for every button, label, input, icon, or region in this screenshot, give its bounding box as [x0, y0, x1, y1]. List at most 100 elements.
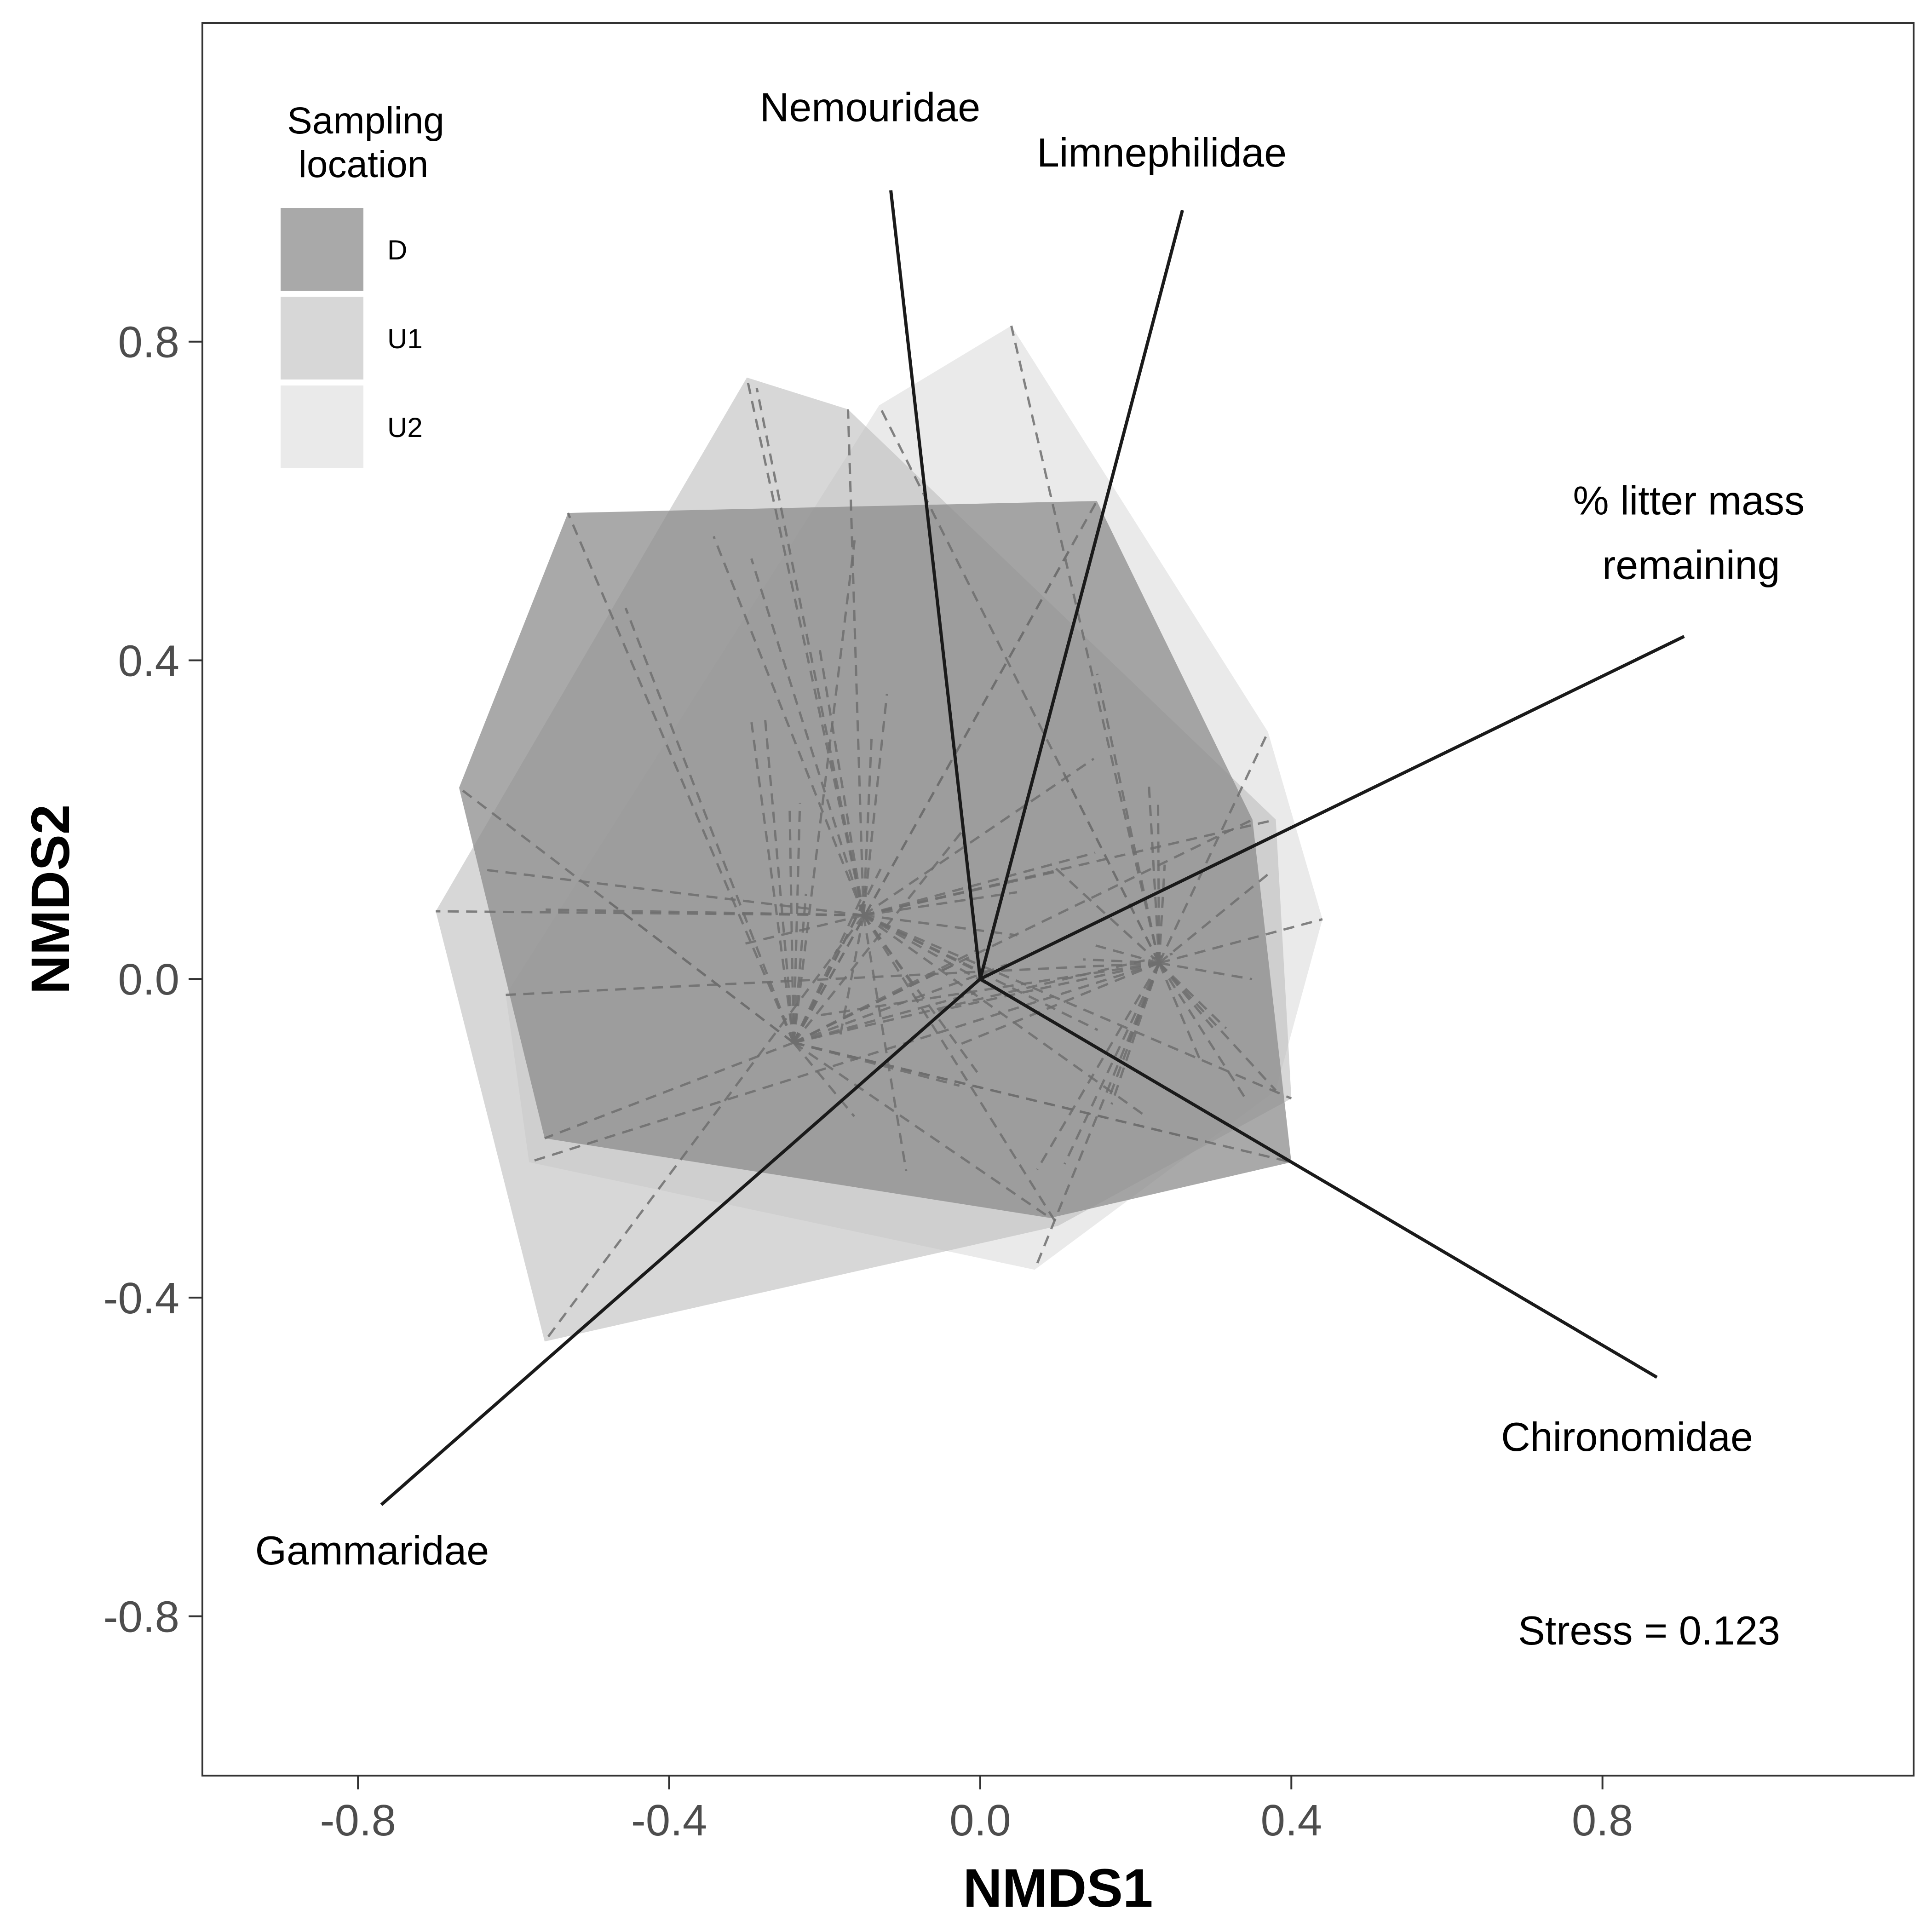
- stress-annotation: Stress = 0.123: [1518, 1608, 1780, 1653]
- vector-line: [380, 978, 982, 1506]
- y-tick-label: 0.4: [118, 636, 179, 685]
- spider-segment-u2: [1049, 862, 1160, 964]
- spider-segments: [436, 325, 1323, 1342]
- spider-segment-d: [793, 963, 955, 1044]
- spider-segment-u2: [814, 962, 1160, 1018]
- legend-key-d: [281, 208, 363, 291]
- vector-label: Nemouridae: [760, 85, 980, 130]
- spider-segment-u1: [744, 914, 864, 945]
- vector-line: [889, 190, 982, 979]
- spider-segment-d: [793, 953, 1173, 1044]
- spider-segment-u2: [1127, 962, 1161, 1044]
- vector-label: % litter mass: [1573, 478, 1805, 523]
- vector-label: Chironomidae: [1501, 1414, 1753, 1460]
- spider-segment-d: [793, 818, 1253, 1044]
- spider-segment-u2: [938, 962, 1160, 1012]
- spider-segment-d: [793, 1041, 960, 1087]
- spider-segment-u1: [862, 914, 1144, 1115]
- spider-segment-u1: [862, 914, 978, 1073]
- spider-segment-u1: [755, 387, 865, 916]
- spider-segment-u1: [862, 914, 1059, 1227]
- spider-segment-d: [624, 607, 795, 1043]
- spider-segment-u2: [1158, 864, 1166, 963]
- spider-segment-d: [792, 897, 868, 1043]
- spider-segment-u2: [1158, 873, 1270, 964]
- spider-segment-u2: [1158, 731, 1269, 964]
- legend-title: Sampling: [287, 100, 444, 142]
- spider-segment-u1: [862, 915, 908, 1171]
- plot-panel-border: [201, 22, 1915, 1777]
- legend-label: D: [387, 235, 407, 265]
- spider-segment-u2: [1156, 799, 1161, 963]
- spider-segment-u1: [863, 891, 1018, 917]
- spider-segment-d: [793, 992, 976, 1044]
- spider-segment-d: [792, 803, 801, 1043]
- y-tick-label: -0.8: [104, 1593, 179, 1642]
- envfit-vectors: Nemouridae Limnephilidae % litter mass rema…: [255, 85, 1805, 1573]
- x-axis-title: NMDS1: [963, 1858, 1153, 1919]
- spider-segment-d: [567, 512, 795, 1043]
- spider-segment-u1: [863, 851, 1096, 917]
- vector-label: remaining: [1602, 542, 1780, 588]
- spider-segment-d: [544, 1041, 794, 1139]
- spider-segment-d: [793, 1042, 856, 1117]
- spider-segment-u2: [1158, 962, 1227, 1029]
- spider-segment-u2: [1158, 962, 1246, 1098]
- vector-label: Gammaridae: [255, 1528, 489, 1573]
- x-tick-label: 0.0: [949, 1796, 1011, 1845]
- x-tick-label: 0.8: [1572, 1796, 1633, 1845]
- spider-segment-u1: [862, 694, 888, 915]
- spider-segment-u2: [1158, 962, 1277, 1092]
- spider-segment-u1: [839, 915, 865, 1036]
- x-tick-label: -0.8: [320, 1796, 396, 1845]
- spider-segment-u1: [863, 914, 1292, 1100]
- y-tick-label: -0.4: [104, 1274, 179, 1323]
- axis-ticks: -0.8 -0.4 0.0 0.4 0.8 -0.8 -0.4 0.0 0.4 0.8: [104, 318, 1633, 1845]
- spider-segment-u2: [1036, 962, 1160, 1170]
- spider-segment-u2: [1158, 962, 1214, 1029]
- spider-segment-u2: [1063, 774, 1161, 964]
- spider-segment-d: [608, 901, 794, 1044]
- legend-title: location: [299, 144, 429, 185]
- spider-segment-u1: [847, 409, 865, 915]
- vector-line: [978, 210, 1184, 980]
- spider-segment-u2: [1159, 962, 1253, 981]
- spider-segment-d: [788, 806, 795, 1043]
- spider-segment-u2: [1064, 962, 1161, 1165]
- legend-key-u2: [281, 385, 363, 468]
- spider-segment-u2: [1159, 918, 1323, 964]
- vector-label: Limnephilidae: [1037, 130, 1287, 175]
- spider-segment-u1: [546, 908, 864, 917]
- spider-segment-u1: [862, 734, 873, 915]
- spider-segment-u1: [862, 758, 1095, 916]
- spider-segment-d: [793, 949, 977, 1044]
- spider-segment-u2: [1147, 782, 1161, 963]
- y-axis-title: NMDS2: [20, 804, 81, 994]
- vector-line: [979, 978, 1658, 1379]
- spider-segment-u2: [1096, 673, 1161, 964]
- y-tick-label: 0.0: [118, 955, 179, 1004]
- spider-segment-u1: [863, 818, 1276, 917]
- x-tick-label: 0.4: [1261, 1796, 1322, 1845]
- legend-label: U1: [387, 323, 423, 354]
- spider-segment-d: [793, 1041, 1051, 1219]
- spider-segment-u2: [1095, 944, 1160, 964]
- spider-segment-d: [792, 550, 1070, 1043]
- spider-segment-u1: [750, 558, 865, 916]
- spider-segment-u1: [436, 910, 864, 917]
- spider-segment-d: [793, 1041, 1207, 1143]
- x-tick-label: -0.4: [631, 1796, 707, 1845]
- spider-segment-u1: [713, 536, 865, 916]
- spider-segment-u1: [480, 868, 864, 917]
- legend-key-u1: [281, 297, 363, 380]
- spider-segment-u1: [818, 644, 865, 916]
- spider-segment-u1: [543, 914, 865, 1342]
- spider-segment-u2: [1083, 958, 1159, 964]
- y-tick-label: 0.8: [118, 318, 179, 367]
- spider-segment-d: [793, 1041, 1292, 1163]
- vector-line: [979, 635, 1685, 981]
- spider-segment-d: [792, 540, 856, 1043]
- spider-segment-u1: [863, 914, 1000, 992]
